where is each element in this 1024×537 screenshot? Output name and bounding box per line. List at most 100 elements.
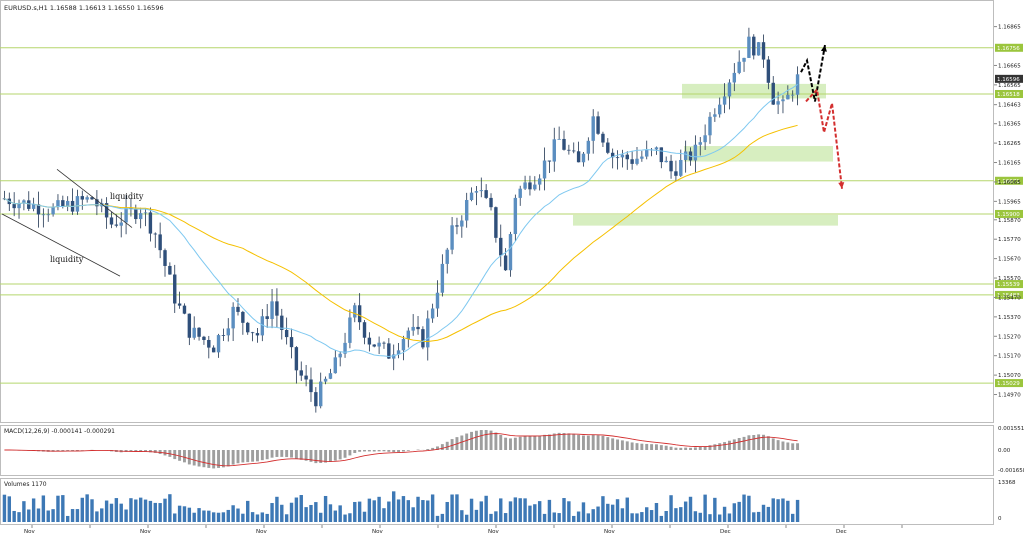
volume-bar (134, 499, 138, 522)
bearish-scenario-arrow-arrowhead (838, 182, 845, 189)
candle-body (148, 212, 153, 234)
candle-body (289, 337, 294, 348)
candle-body (537, 178, 542, 185)
level-label-bg (995, 290, 1023, 299)
volume-bar (353, 501, 357, 522)
volume-bar (518, 498, 522, 522)
volume-bar (309, 504, 313, 522)
volume-bar (469, 498, 474, 522)
candle-body (221, 335, 226, 336)
volume-bar (645, 507, 649, 522)
volume-bar (752, 512, 756, 522)
volume-bar (216, 512, 221, 522)
volume-bar (562, 498, 566, 522)
time-tick-label: Nov (604, 529, 615, 535)
candle-body (703, 135, 707, 143)
candle-body (756, 42, 761, 56)
volume-bar (236, 508, 240, 522)
macd-panel-frame (0, 425, 994, 476)
candle-body (202, 336, 206, 340)
candle-body (80, 196, 84, 200)
candle-body (581, 153, 586, 163)
volume-bar (742, 494, 746, 522)
volume-bar (250, 512, 255, 522)
volume-bar (581, 502, 586, 522)
volume-bar (557, 513, 561, 522)
bearish-scenario-arrow-path (805, 87, 843, 189)
candle-body (620, 154, 625, 158)
volume-bar (659, 515, 664, 522)
volume-bar (323, 495, 328, 522)
volume-bar (187, 507, 192, 522)
volume-bar (416, 496, 420, 522)
volume-bar (31, 498, 36, 522)
candle-body (367, 337, 372, 345)
candle-body (625, 154, 629, 160)
candle-body (362, 322, 367, 338)
candle-body (333, 357, 338, 374)
candle-body (158, 234, 162, 251)
volume-bar (182, 506, 187, 522)
candle-body (737, 61, 741, 73)
candle-body (503, 255, 508, 271)
candle-body (260, 316, 265, 336)
candle-body (85, 197, 89, 200)
candle-body (683, 151, 688, 160)
candle-body (669, 160, 673, 172)
candle-body (610, 152, 615, 158)
volume-bar (426, 500, 430, 522)
candle-body (323, 378, 328, 382)
time-tick-label: Nov (24, 529, 35, 535)
volume-bar (499, 498, 503, 522)
candle-body (299, 370, 303, 376)
candle-body (494, 207, 498, 238)
volume-bar (70, 509, 75, 522)
volume-bar (51, 509, 55, 522)
volume-bar (109, 503, 114, 522)
candle-body (645, 150, 649, 157)
level-label-bg (995, 209, 1023, 218)
volume-bar (771, 498, 775, 522)
volume-bar (679, 507, 683, 522)
volume-bar (489, 513, 493, 522)
candle-body (445, 249, 449, 264)
volume-bar (207, 510, 211, 522)
volume-bar (75, 509, 80, 522)
candle-body (518, 188, 522, 198)
candle-body (396, 350, 401, 355)
volume-bar (635, 513, 639, 522)
candle-body (387, 343, 391, 359)
volume-bar (523, 498, 527, 522)
zone-rect (682, 83, 826, 99)
candle-body (552, 139, 556, 162)
volume-bar (732, 503, 737, 522)
candle-body (250, 332, 255, 334)
candle-body (440, 263, 445, 293)
volume-bar (36, 508, 41, 522)
price-tick-label: 1.16365 (998, 122, 1021, 128)
candle-body (241, 311, 245, 323)
candle-body (430, 308, 435, 319)
volume-bar (95, 511, 99, 522)
volume-bar (100, 508, 104, 522)
level-label-bg (995, 280, 1023, 289)
candle-body (216, 335, 221, 353)
price-tick-label: 1.15870 (998, 218, 1021, 224)
liquidity-label-lower: liquidity (50, 255, 84, 264)
volume-bar (503, 513, 508, 522)
candle-body (747, 36, 751, 58)
level-label: 1.15539 (997, 282, 1020, 288)
volume-bar (304, 507, 308, 522)
volume-bar (596, 506, 600, 522)
candle-body (416, 326, 420, 330)
candle-body (513, 197, 518, 235)
volume-bar (654, 502, 659, 522)
candle-body (270, 301, 274, 319)
candle-body (786, 94, 790, 100)
candle-body (606, 142, 610, 153)
volume-bar (406, 500, 411, 522)
candle-body (727, 82, 732, 97)
candle-body (698, 142, 702, 145)
level-label-bg (995, 43, 1023, 52)
candle-body (197, 327, 201, 337)
